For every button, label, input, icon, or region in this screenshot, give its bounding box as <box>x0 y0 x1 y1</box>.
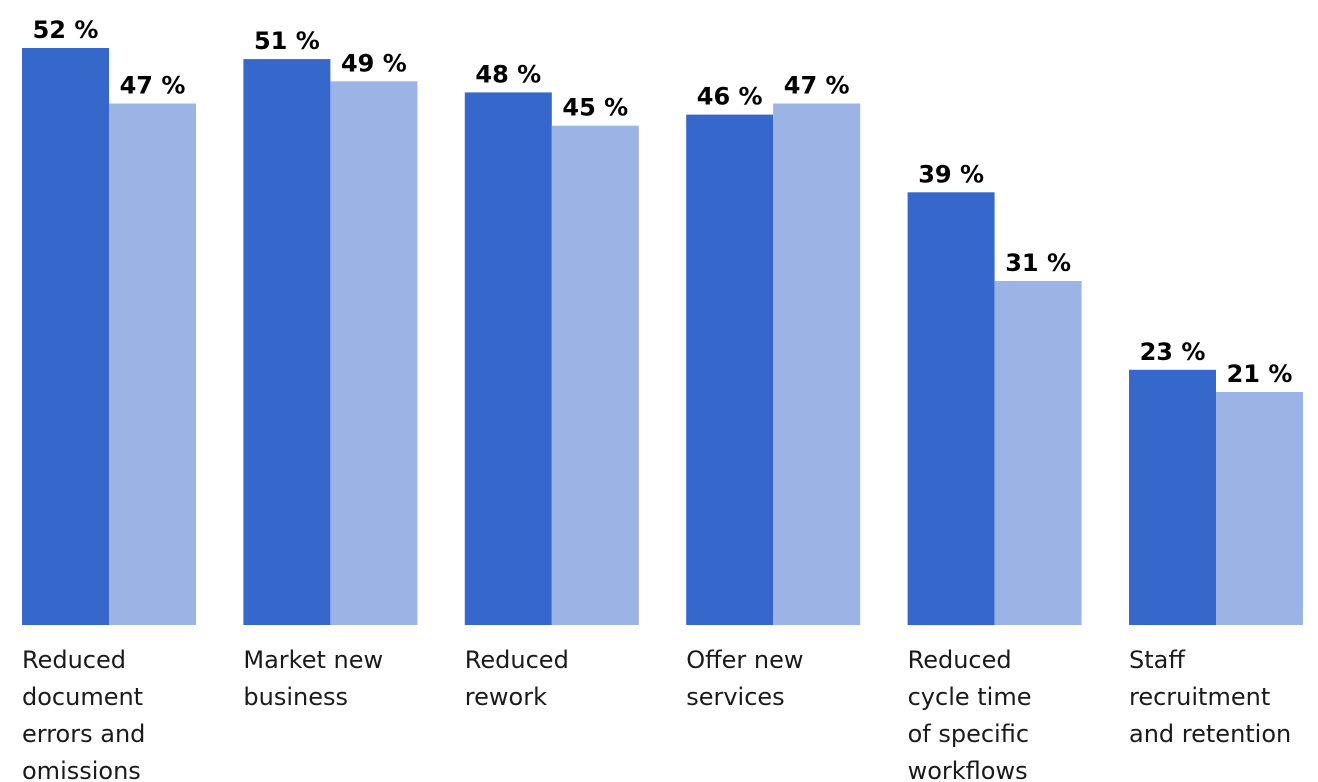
data-label-market-new-business-series-1: 51 % <box>254 27 320 55</box>
data-label-reduced-cycle-time-of-specific-workflows-series-1: 39 % <box>918 160 984 188</box>
category-label-reduced-rework-line-1: Reduced <box>465 646 569 674</box>
bar-market-new-business-series-1 <box>243 59 331 626</box>
bar-offer-new-services-series-1 <box>686 114 774 625</box>
category-label-reduced-cycle-time-of-specific-workflows-line-1: Reduced <box>908 646 1012 674</box>
category-label-reduced-cycle-time-of-specific-workflows-line-3: of specific <box>908 720 1029 748</box>
category-labels-layer: Reduced document errors and omissions Market… <box>22 646 1291 782</box>
bars-layer <box>22 48 1303 626</box>
bar-reduced-cycle-time-of-specific-workflows-series-1 <box>907 192 995 626</box>
category-label-reduced-document-errors-and-omissions-line-1: Reduced <box>22 646 126 674</box>
data-label-reduced-document-errors-and-omissions-series-2: 47 % <box>120 72 186 100</box>
category-label-reduced-document-errors-and-omissions-line-2: document <box>22 683 143 711</box>
bar-reduced-document-errors-and-omissions-series-1 <box>22 48 109 625</box>
data-label-offer-new-services-series-2: 47 % <box>784 72 850 100</box>
bar-staff-recruitment-and-retention-series-1 <box>1129 369 1216 625</box>
category-label-reduced-rework-line-2: rework <box>465 683 547 711</box>
data-label-staff-recruitment-and-retention-series-1: 23 % <box>1140 338 1206 366</box>
data-label-offer-new-services-series-1: 46 % <box>697 83 763 111</box>
category-label-market-new-business-line-1: Market new <box>243 646 383 674</box>
data-label-staff-recruitment-and-retention-series-2: 21 % <box>1227 360 1293 388</box>
category-label-reduced-document-errors-and-omissions-line-3: errors and <box>22 720 145 748</box>
category-label-market-new-business-line-2: business <box>243 683 348 711</box>
data-label-reduced-document-errors-and-omissions-series-1: 52 % <box>33 16 99 44</box>
category-label-reduced-cycle-time-of-specific-workflows-line-4: workflows <box>908 757 1028 782</box>
bar-reduced-rework-series-2 <box>551 125 639 625</box>
bar-reduced-cycle-time-of-specific-workflows-series-2 <box>994 281 1082 625</box>
value-labels-layer: 52 % 47 % 51 % 49 % 48 % 45 % 46 % 47 % 39 % 31 %… <box>33 16 1293 388</box>
bar-reduced-rework-series-1 <box>464 92 552 625</box>
bar-reduced-document-errors-and-omissions-series-2 <box>109 103 196 625</box>
category-label-staff-recruitment-and-retention-line-1: Staff <box>1129 646 1185 674</box>
category-label-offer-new-services-line-2: services <box>686 683 784 711</box>
category-label-offer-new-services-line-1: Offer new <box>686 646 803 674</box>
category-label-reduced-cycle-time-of-specific-workflows-line-2: cycle time <box>908 683 1032 711</box>
data-label-market-new-business-series-2: 49 % <box>341 49 407 77</box>
data-label-reduced-rework-series-2: 45 % <box>562 94 628 122</box>
category-label-staff-recruitment-and-retention-line-3: and retention <box>1129 720 1291 748</box>
bar-market-new-business-series-2 <box>330 81 418 626</box>
category-label-reduced-document-errors-and-omissions-line-4: omissions <box>22 757 141 782</box>
data-label-reduced-cycle-time-of-specific-workflows-series-2: 31 % <box>1005 249 1071 277</box>
bar-staff-recruitment-and-retention-series-2 <box>1216 392 1303 625</box>
category-label-staff-recruitment-and-retention-line-2: recruitment <box>1129 683 1270 711</box>
bar-offer-new-services-series-2 <box>773 103 861 625</box>
data-label-reduced-rework-series-1: 48 % <box>475 60 541 88</box>
